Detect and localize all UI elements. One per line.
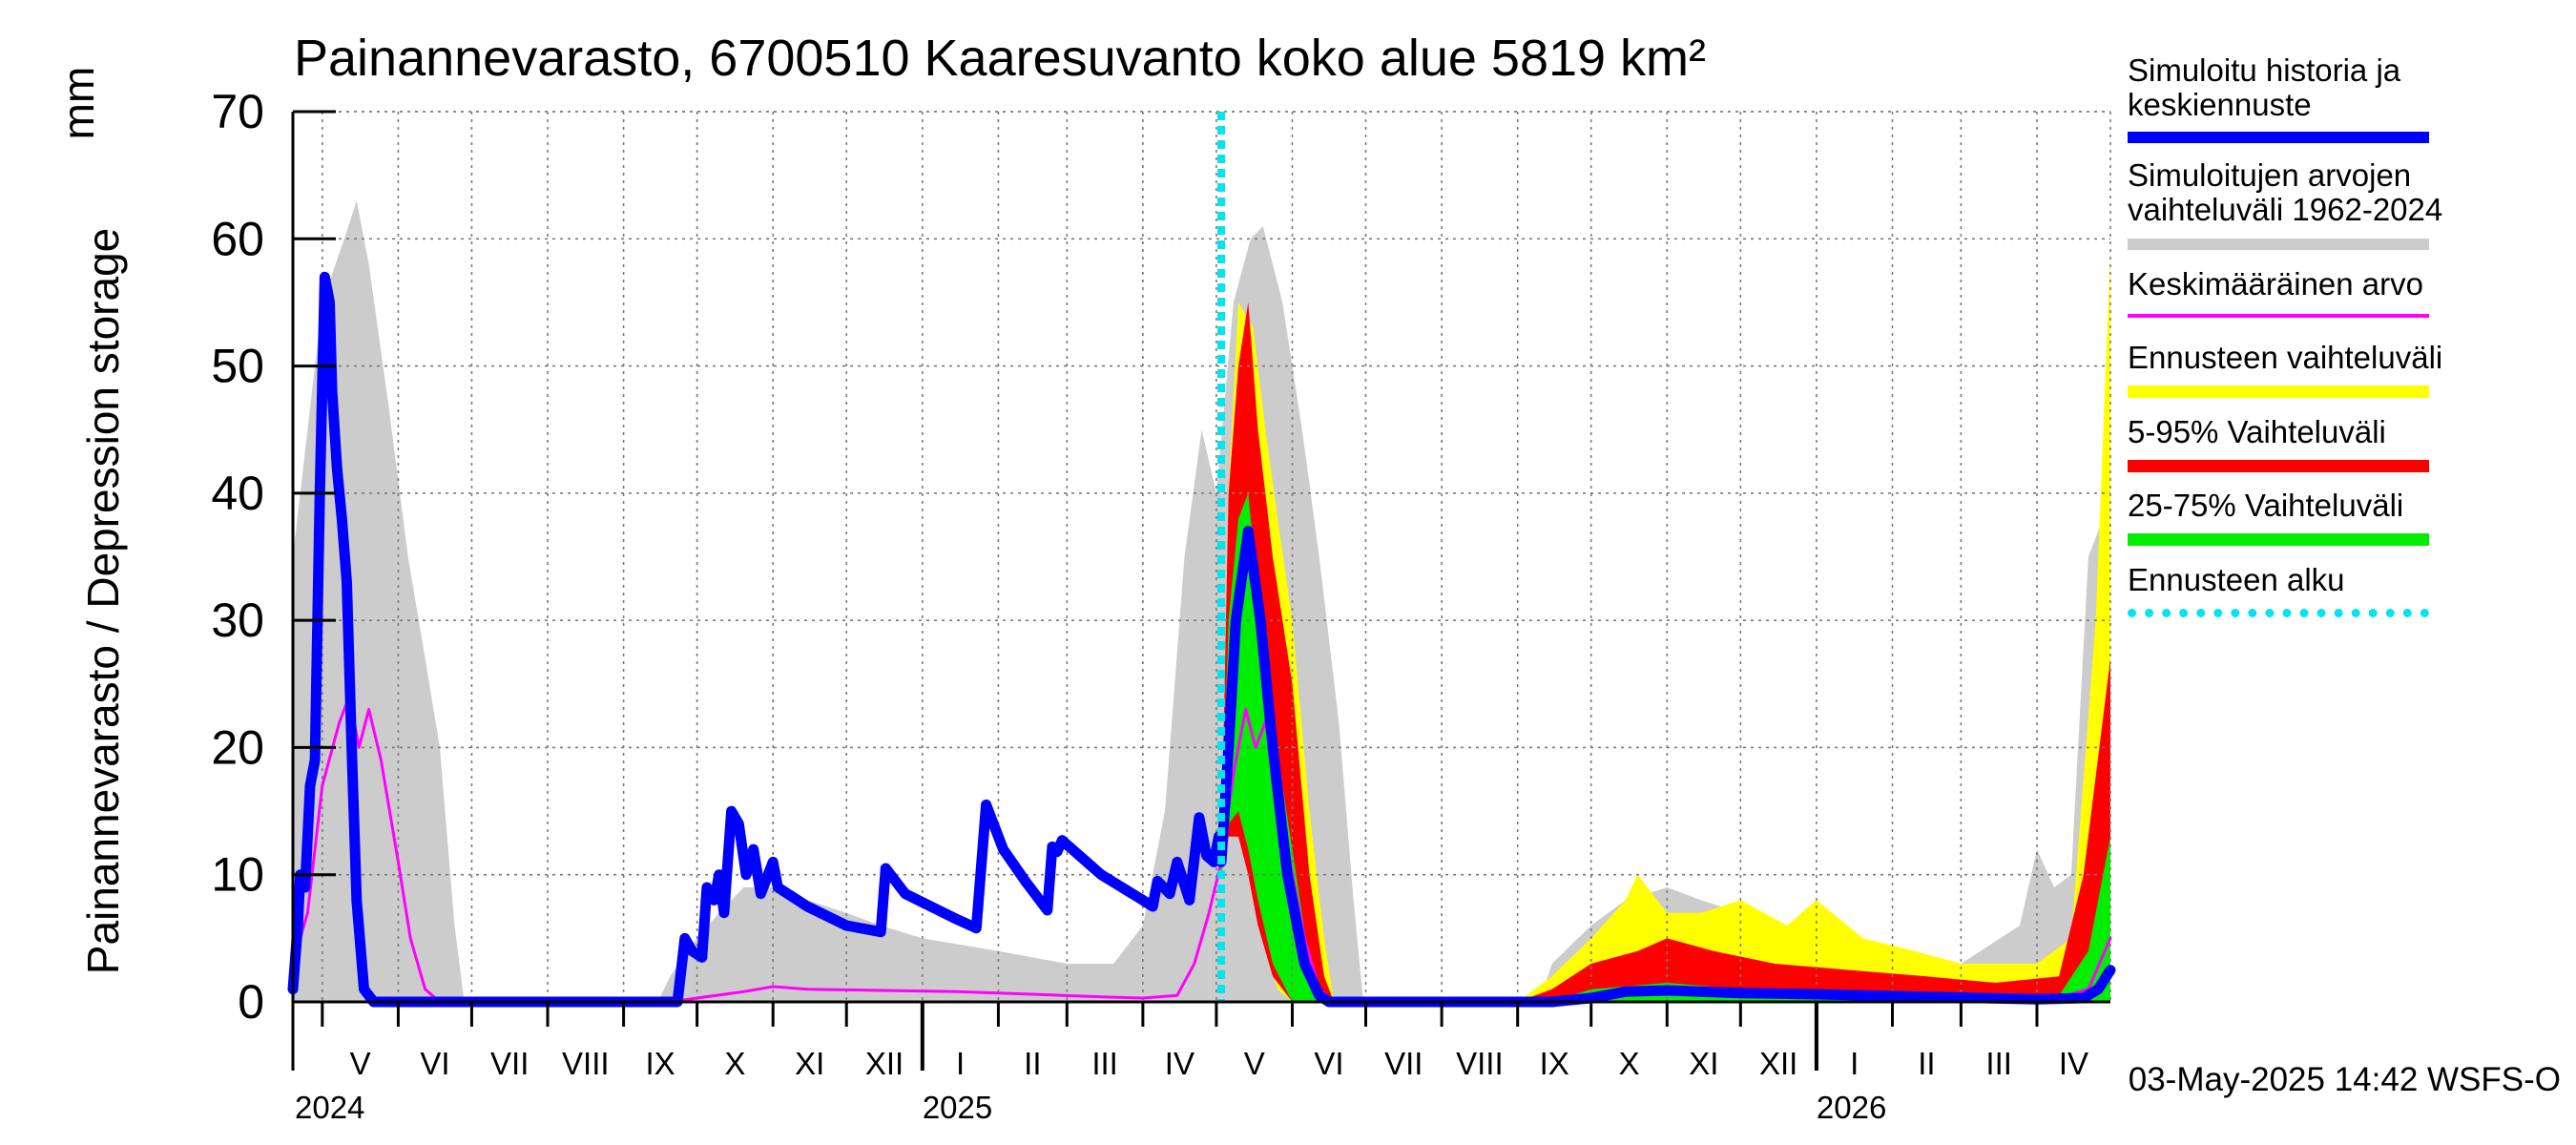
timestamp: 03-May-2025 14:42 WSFS-O — [2128, 1061, 2561, 1098]
legend-swatch-5-95 — [2128, 460, 2429, 472]
y-tick-label: 10 — [211, 848, 264, 902]
x-tick-label: V — [350, 1046, 371, 1081]
x-tick-label: I — [1850, 1046, 1859, 1081]
x-tick-label: IX — [646, 1046, 675, 1081]
legend-item-mean: Keskimääräinen arvo — [2128, 266, 2566, 318]
year-label: 2025 — [923, 1090, 992, 1125]
legend-swatch-25-75 — [2128, 533, 2429, 546]
legend-item-5-95: 5-95% Vaihteluväli — [2128, 414, 2566, 472]
chart-bands — [293, 200, 2110, 1003]
y-axis-label: Painannevarasto / Depression storage — [78, 227, 128, 975]
legend-label-5-95: 5-95% Vaihteluväli — [2128, 414, 2386, 449]
y-tick-label: 50 — [211, 340, 264, 393]
x-tick-label: V — [1244, 1046, 1265, 1081]
x-tick-label: XII — [1759, 1046, 1797, 1081]
x-tick-label: VII — [1384, 1046, 1423, 1081]
x-tick-label: II — [1918, 1046, 1935, 1081]
x-tick-label: X — [724, 1046, 745, 1081]
chart-title: Painannevarasto, 6700510 Kaaresuvanto ko… — [294, 30, 1707, 87]
y-tick-label: 0 — [238, 975, 264, 1029]
band-series-0 — [293, 200, 2110, 1003]
x-tick-label: XI — [1689, 1046, 1718, 1081]
chart-lines — [287, 112, 2116, 1008]
line-series-1 — [287, 271, 2116, 1008]
y-tick-label: 60 — [211, 212, 264, 265]
x-tick-label: XI — [795, 1046, 824, 1081]
chart-grid — [293, 111, 2111, 1002]
x-tick-label: III — [1985, 1046, 2012, 1081]
x-tick-label: VI — [1314, 1046, 1343, 1081]
legend-label-forecast-start: Ennusteen alku — [2128, 562, 2345, 597]
legend-label-historical-range: Simuloitujen arvojen vaihteluväli 1962-2… — [2128, 157, 2443, 227]
y-tick-label: 20 — [211, 720, 264, 774]
x-tick-label: III — [1091, 1046, 1118, 1081]
year-label: 2026 — [1817, 1090, 1886, 1125]
legend-swatch-simulated — [2128, 132, 2429, 143]
year-label: 2024 — [295, 1090, 364, 1125]
legend-label-25-75: 25-75% Vaihteluväli — [2128, 488, 2404, 523]
legend-swatch-mean — [2128, 314, 2429, 318]
x-tick-label: VIII — [1456, 1046, 1504, 1081]
x-tick-label: VI — [420, 1046, 449, 1081]
y-axis-unit: mm — [53, 66, 103, 140]
x-tick-label: X — [1619, 1046, 1640, 1081]
legend-swatch-forecast-range — [2128, 385, 2429, 398]
band-series-2 — [1221, 302, 2110, 1002]
legend-label-forecast-range: Ennusteen vaihteluväli — [2128, 340, 2443, 375]
y-tick-label: 70 — [211, 85, 264, 138]
legend-swatch-forecast-start — [2128, 609, 2429, 617]
x-tick-label: VIII — [562, 1046, 610, 1081]
x-tick-label: II — [1024, 1046, 1041, 1081]
legend-item-historical-range: Simuloitujen arvojen vaihteluväli 1962-2… — [2128, 157, 2566, 250]
legend-item-simulated: Simuloitu historia ja keskiennuste — [2128, 52, 2566, 143]
x-tick-label: I — [956, 1046, 965, 1081]
y-tick-label: 40 — [211, 467, 264, 520]
legend-item-forecast-range: Ennusteen vaihteluväli — [2128, 340, 2566, 398]
legend-swatch-historical-range — [2128, 239, 2429, 250]
legend-label-mean: Keskimääräinen arvo — [2128, 266, 2423, 302]
legend-label-simulated: Simuloitu historia ja keskiennuste — [2128, 52, 2401, 122]
x-tick-label: IV — [1165, 1046, 1195, 1081]
x-tick-label: IX — [1540, 1046, 1569, 1081]
y-tick-label: 30 — [211, 593, 264, 647]
legend-item-25-75: 25-75% Vaihteluväli — [2128, 488, 2566, 546]
legend-item-forecast-start: Ennusteen alku — [2128, 562, 2566, 617]
x-tick-label: XII — [865, 1046, 904, 1081]
x-tick-label: IV — [2059, 1046, 2088, 1081]
x-tick-label: VII — [490, 1046, 529, 1081]
